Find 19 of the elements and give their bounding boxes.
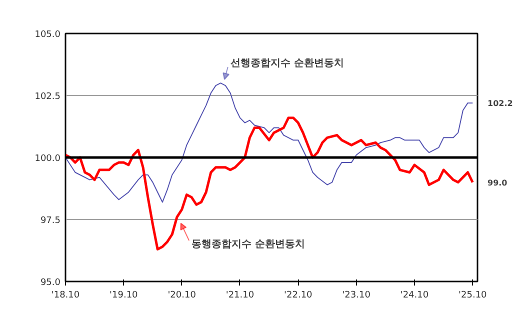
data-label: 102.2 xyxy=(488,98,513,108)
x-tick-label: '21.10 xyxy=(226,290,254,300)
x-tick-label: '19.10 xyxy=(110,290,138,300)
y-tick-label: 102.5 xyxy=(34,92,60,102)
y-tick-label: 105.0 xyxy=(34,30,61,40)
x-tick-label: '25.10 xyxy=(458,290,488,300)
x-tick-label: '24.10 xyxy=(400,290,429,300)
x-tick-label: '22.10 xyxy=(284,290,313,300)
data-label: 99.0 xyxy=(488,178,508,188)
y-tick-label: 97.5 xyxy=(40,216,61,226)
x-tick-label: '20.10 xyxy=(168,290,196,300)
legend-label: 동행종합지수 순환변동치 xyxy=(192,238,306,250)
series-label: 선행종합지수 순환변동치 xyxy=(230,58,344,69)
line-series xyxy=(66,116,474,251)
y-tick-label: 95.0 xyxy=(40,278,61,288)
x-tick-label: '23.10 xyxy=(342,290,371,300)
y-tick-label: 100.0 xyxy=(34,154,61,164)
x-tick-label: '18.10 xyxy=(51,290,80,300)
line-series xyxy=(66,82,474,203)
